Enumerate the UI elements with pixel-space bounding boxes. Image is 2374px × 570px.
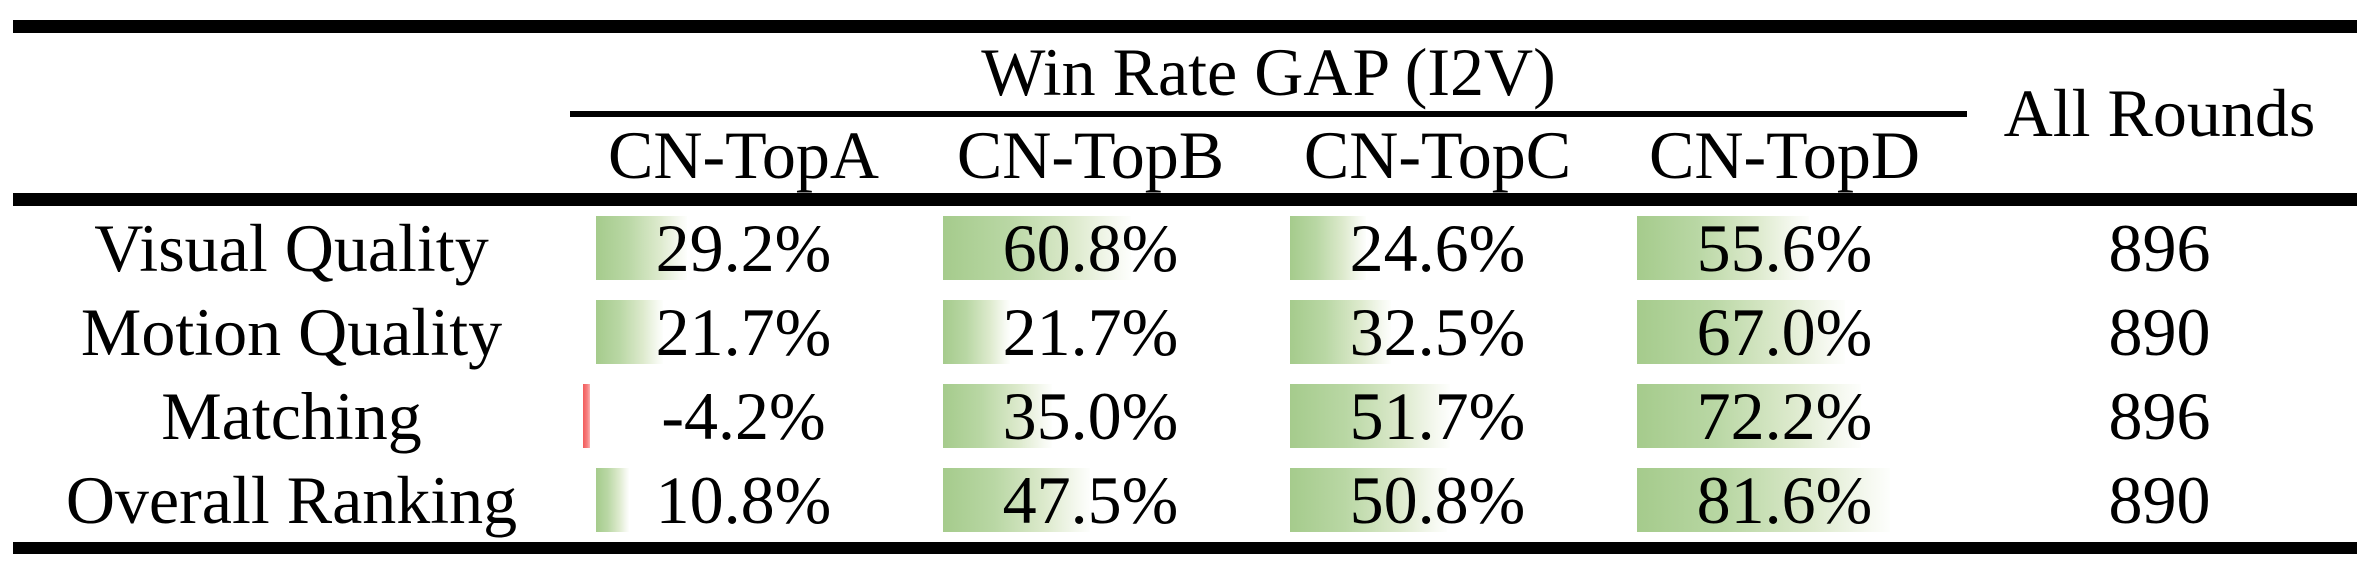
row-label: Matching xyxy=(161,378,422,454)
positive-data-bar xyxy=(1290,216,1366,280)
top-rule xyxy=(13,20,2357,33)
positive-data-bar xyxy=(943,216,1131,280)
row-label: Overall Ranking xyxy=(65,462,518,538)
win-rate-cell: 81.6% xyxy=(1611,458,1958,542)
positive-data-bar xyxy=(1637,384,1861,448)
positive-data-bar xyxy=(1290,468,1447,532)
win-rate-value: 32.5% xyxy=(1349,294,1526,370)
table-row: Overall Ranking 10.8% 47.5% 50.8% 81.6% 890 xyxy=(0,458,2374,542)
win-rate-cell: -4.2% xyxy=(570,374,917,458)
win-rate-value: 72.2% xyxy=(1696,378,1873,454)
win-rate-value: 35.0% xyxy=(1002,378,1179,454)
column-header-cn-topb: CN-TopB xyxy=(956,117,1225,193)
win-rate-cell: 55.6% xyxy=(1611,206,1958,290)
win-rate-cell: 21.7% xyxy=(570,290,917,374)
win-rate-value: 29.2% xyxy=(655,210,832,286)
header-rule xyxy=(13,193,2357,206)
all-rounds-column-header: All Rounds xyxy=(2003,75,2316,151)
win-rate-cell: 50.8% xyxy=(1264,458,1611,542)
win-rate-value: 21.7% xyxy=(655,294,832,370)
win-rate-value: 55.6% xyxy=(1696,210,1873,286)
column-header-cn-topa: CN-TopA xyxy=(607,117,879,193)
positive-data-bar xyxy=(1637,216,1809,280)
win-rate-cell: 32.5% xyxy=(1264,290,1611,374)
column-header-cn-topd: CN-TopD xyxy=(1648,117,1920,193)
win-rate-cell: 72.2% xyxy=(1611,374,1958,458)
win-rate-cell: 24.6% xyxy=(1264,206,1611,290)
negative-data-bar xyxy=(583,384,590,448)
win-rate-value: -4.2% xyxy=(661,378,826,454)
win-rate-value: 81.6% xyxy=(1696,462,1873,538)
win-rate-cell: 47.5% xyxy=(917,458,1264,542)
positive-data-bar xyxy=(596,216,687,280)
positive-data-bar xyxy=(1637,300,1845,364)
win-rate-value: 24.6% xyxy=(1349,210,1526,286)
win-rate-value: 60.8% xyxy=(1002,210,1179,286)
win-rate-value: 21.7% xyxy=(1002,294,1179,370)
win-rate-value: 10.8% xyxy=(655,462,832,538)
win-rate-cell: 10.8% xyxy=(570,458,917,542)
positive-data-bar xyxy=(1290,300,1391,364)
positive-data-bar xyxy=(943,468,1090,532)
win-rate-value: 67.0% xyxy=(1696,294,1873,370)
positive-data-bar xyxy=(1637,468,1890,532)
all-rounds-value: 896 xyxy=(2108,210,2211,286)
table-row: Matching -4.2% 35.0% 51.7% 72.2% 896 xyxy=(0,374,2374,458)
table-row: Visual Quality 29.2% 60.8% 24.6% 55.6% 896 xyxy=(0,206,2374,290)
row-label: Visual Quality xyxy=(94,210,489,286)
group-header: Win Rate GAP (I2V) xyxy=(981,34,1556,110)
win-rate-cell: 67.0% xyxy=(1611,290,1958,374)
all-rounds-value: 890 xyxy=(2108,462,2211,538)
row-label: Motion Quality xyxy=(80,294,503,370)
win-rate-value: 47.5% xyxy=(1002,462,1179,538)
positive-data-bar xyxy=(943,384,1052,448)
positive-data-bar xyxy=(943,300,1010,364)
positive-data-bar xyxy=(596,468,629,532)
all-rounds-value: 896 xyxy=(2108,378,2211,454)
win-rate-cell: 35.0% xyxy=(917,374,1264,458)
win-rate-cell: 51.7% xyxy=(1264,374,1611,458)
group-header-underline-rule xyxy=(570,111,1967,117)
positive-data-bar xyxy=(596,300,663,364)
table-row: Motion Quality 21.7% 21.7% 32.5% 67.0% 890 xyxy=(0,290,2374,374)
win-rate-cell: 60.8% xyxy=(917,206,1264,290)
win-rate-value: 51.7% xyxy=(1349,378,1526,454)
win-rate-cell: 21.7% xyxy=(917,290,1264,374)
positive-data-bar xyxy=(1290,384,1450,448)
bottom-rule xyxy=(13,542,2357,554)
all-rounds-value: 890 xyxy=(2108,294,2211,370)
win-rate-cell: 29.2% xyxy=(570,206,917,290)
win-rate-value: 50.8% xyxy=(1349,462,1526,538)
column-header-cn-topc: CN-TopC xyxy=(1303,117,1572,193)
